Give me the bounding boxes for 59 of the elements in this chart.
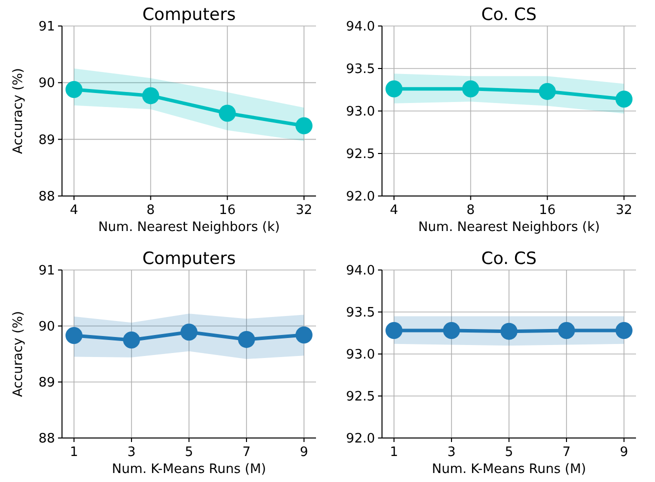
point (123, 332, 140, 348)
y-tick-label: 91 (38, 264, 55, 278)
x-tick-label: 1 (390, 445, 398, 460)
x-tick-label: 3 (127, 445, 136, 460)
x-tick-label: 32 (616, 203, 632, 218)
y-tick-label: 91 (38, 20, 55, 34)
x-tick-label: 8 (466, 203, 475, 218)
point (616, 90, 632, 108)
y-tick-label: 89 (38, 132, 55, 148)
x-tick-label: 4 (390, 203, 398, 218)
y-tick-label: 94.0 (346, 264, 375, 278)
x-tick-label: 3 (447, 445, 456, 460)
y-tick-label: 92.5 (346, 390, 375, 404)
chart-title: Co. CS (481, 5, 537, 25)
y-tick-label: 92.5 (346, 147, 375, 162)
x-tick-label: 9 (620, 445, 628, 460)
point (142, 87, 160, 104)
y-tick-label: 88 (38, 432, 55, 446)
x-tick-label: 5 (184, 445, 194, 460)
y-tick-label: 88 (38, 190, 55, 204)
y-tick-label: 93.5 (346, 62, 375, 77)
y-tick-label: 90 (38, 76, 55, 92)
chart-title: Computers (142, 5, 236, 25)
x-axis-title: Num. K-Means Runs (M) (112, 462, 266, 477)
x-axis-title: Num. K-Means Runs (M) (432, 462, 586, 477)
y-tick-label: 92.0 (346, 432, 375, 446)
x-axis-title: Num. Nearest Neighbors (k) (418, 220, 600, 235)
x-tick-label: 5 (504, 445, 514, 460)
y-tick-label: 89 (38, 376, 55, 390)
point (180, 324, 198, 341)
y-tick-label: 94.0 (346, 20, 375, 34)
x-tick-label: 8 (146, 203, 155, 218)
x-tick-label: 1 (70, 445, 78, 460)
x-tick-label: 7 (562, 445, 571, 460)
y-tick-label: 93.0 (346, 348, 375, 362)
point (462, 80, 480, 98)
point (66, 327, 82, 344)
point (296, 117, 312, 134)
y-tick-label: 92.0 (346, 190, 375, 204)
x-tick-label: 9 (300, 445, 308, 460)
y-tick-label: 93.5 (346, 306, 375, 320)
y-tick-label: 93.0 (346, 104, 375, 120)
point (238, 330, 255, 348)
x-tick-label: 32 (296, 203, 312, 218)
point (66, 80, 82, 98)
point (218, 104, 236, 122)
point (386, 80, 402, 98)
y-tick-label: 90 (38, 320, 55, 334)
x-axis-title: Num. Nearest Neighbors (k) (98, 220, 280, 235)
chart-title: Computers (142, 249, 236, 269)
y-axis-title: Accuracy (%) (11, 68, 26, 154)
point (296, 326, 312, 344)
y-axis-title: Accuracy (%) (11, 311, 26, 397)
x-tick-label: 16 (539, 203, 556, 218)
point (538, 82, 556, 100)
x-tick-label: 7 (242, 445, 251, 460)
x-tick-label: 16 (219, 203, 236, 218)
x-tick-label: 4 (70, 203, 78, 218)
chart-title: Co. CS (481, 249, 537, 269)
